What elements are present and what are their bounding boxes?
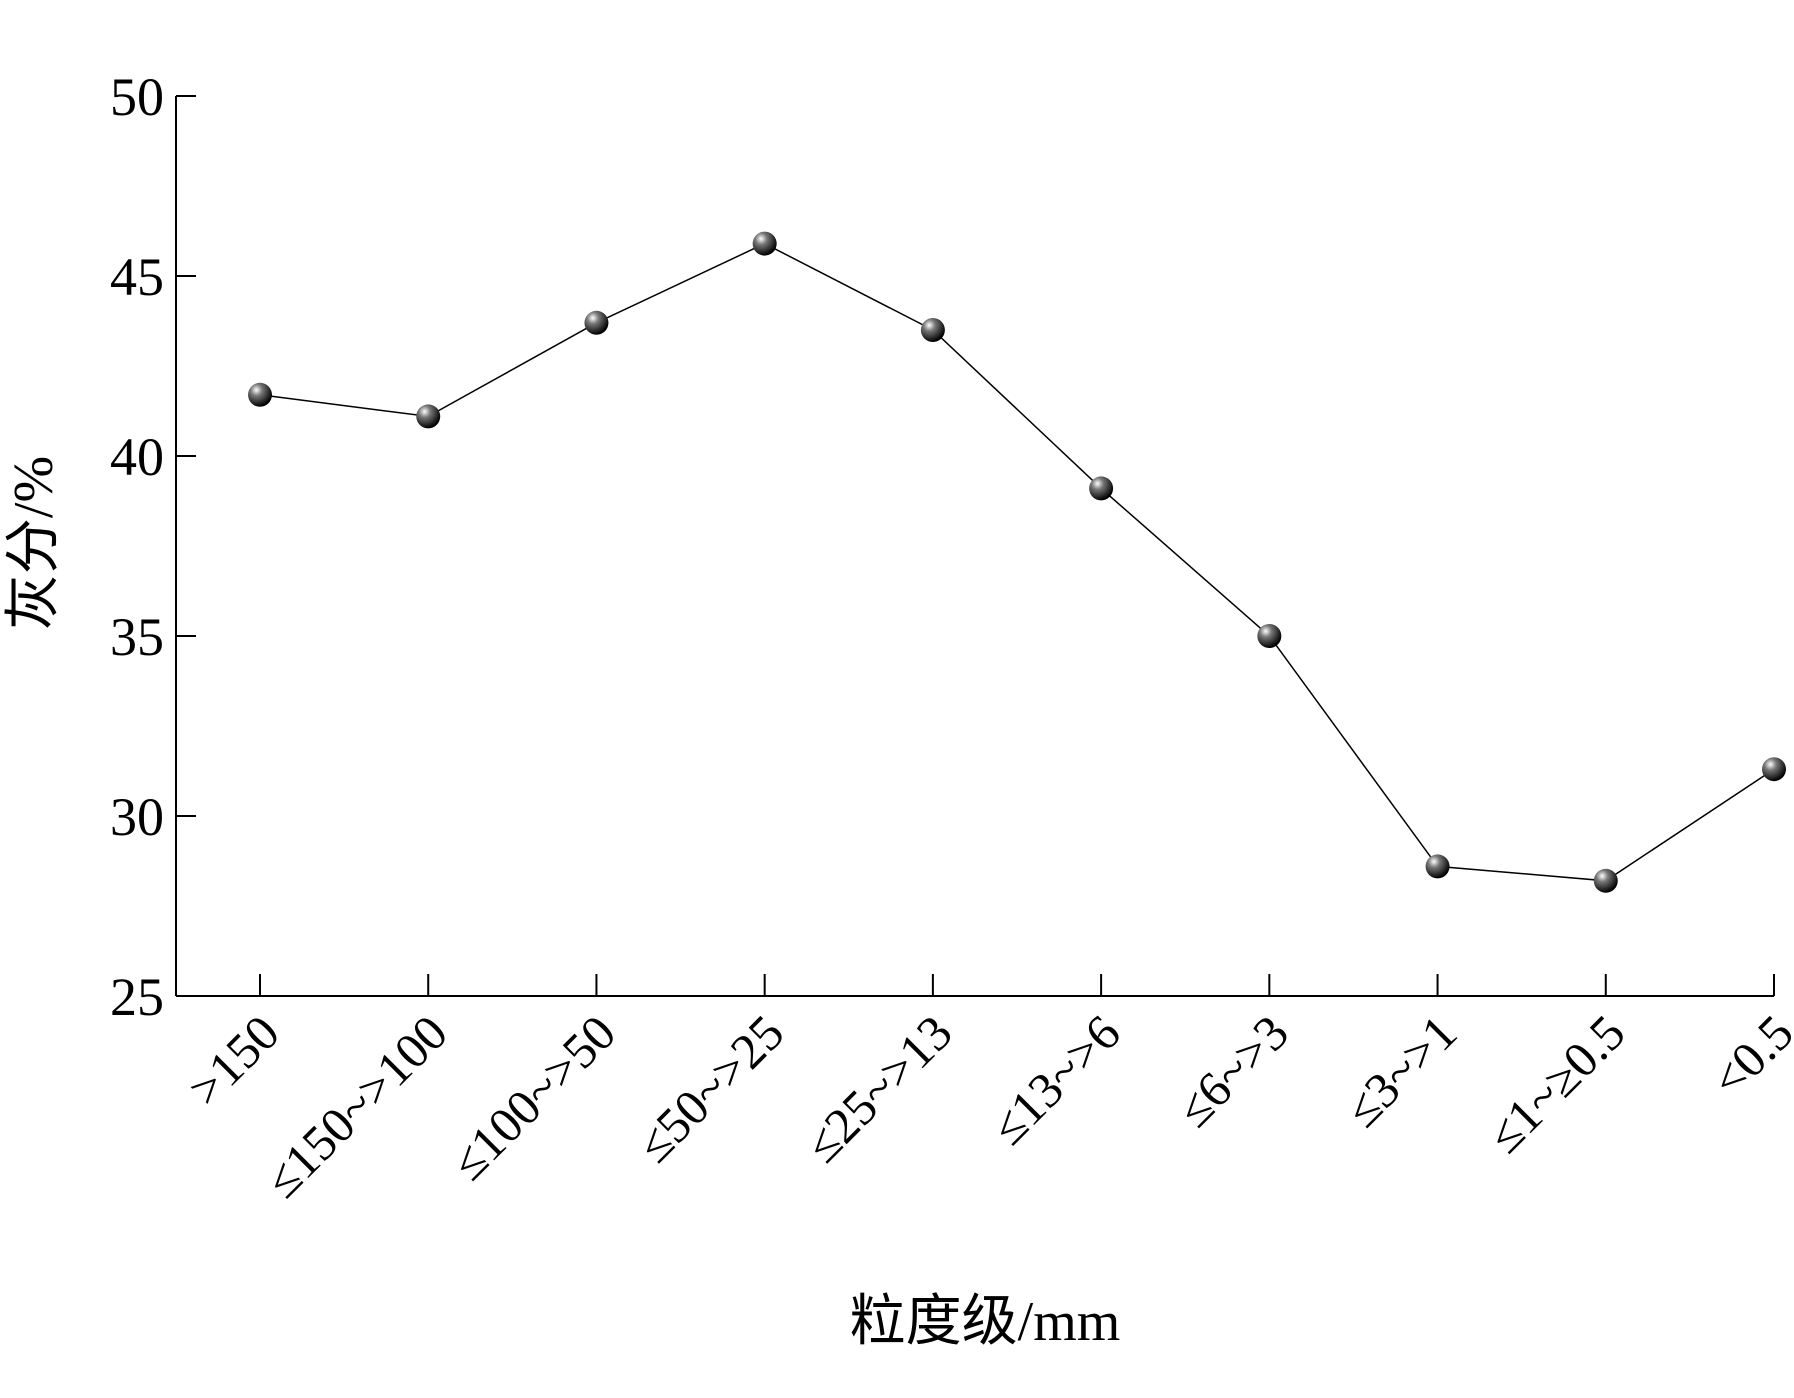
x-tick-label: <0.5 <box>1700 1004 1794 1108</box>
marker <box>1257 624 1282 648</box>
x-tick-label: ≤25~>13 <box>794 1004 963 1173</box>
x-tick-label: ≤3~>1 <box>1334 1004 1467 1137</box>
y-tick-label: 35 <box>110 607 164 667</box>
marker <box>752 231 777 256</box>
x-tick-label: ≤50~>25 <box>626 1004 795 1173</box>
x-tick-label: >150 <box>177 1004 290 1117</box>
marker <box>416 404 441 429</box>
y-tick-label: 25 <box>110 967 164 1027</box>
x-tick-label: ≤1~≥0.5 <box>1476 1004 1635 1163</box>
marker <box>920 318 945 342</box>
x-tick-label: ≤150~>100 <box>254 1004 458 1208</box>
marker <box>248 382 272 407</box>
x-tick-label: ≤6~>3 <box>1166 1004 1299 1137</box>
marker <box>584 310 609 335</box>
y-tick-label: 40 <box>110 427 164 487</box>
y-tick-label: 30 <box>110 787 164 847</box>
marker <box>1762 757 1786 782</box>
x-tick-label: ≤13~>6 <box>980 1004 1131 1155</box>
x-tick-label: ≤100~>50 <box>440 1004 626 1190</box>
y-tick-label: 50 <box>110 67 164 127</box>
y-axis-label: 灰分/% <box>3 456 65 630</box>
marker <box>1593 868 1618 893</box>
x-axis-label: 粒度级/mm <box>850 1291 1121 1353</box>
marker <box>1089 476 1114 501</box>
line <box>259 242 1775 882</box>
marker <box>1425 854 1450 879</box>
y-tick-label: 45 <box>110 247 164 307</box>
